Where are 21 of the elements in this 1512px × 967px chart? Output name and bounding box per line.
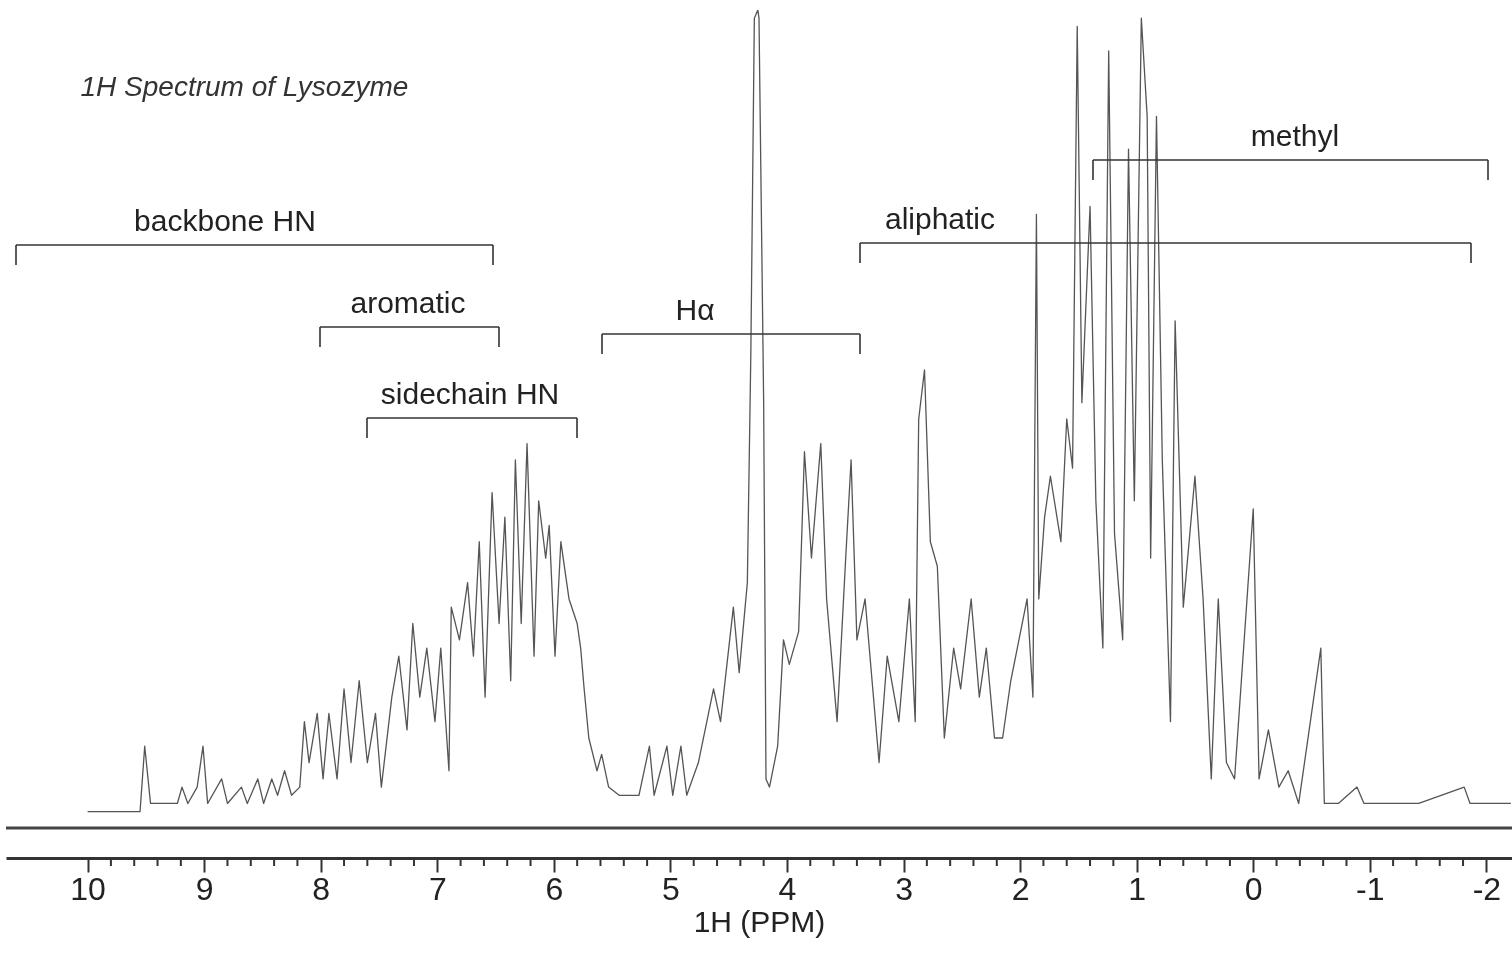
x-tick-label: 5 — [662, 870, 680, 907]
x-axis-title: 1H (PPM) — [693, 904, 826, 938]
annotation: aromatic — [350, 286, 466, 319]
x-tick-label: 7 — [428, 870, 447, 907]
annotation: Hα — [675, 293, 715, 326]
x-tick-label: 0 — [1244, 870, 1263, 907]
x-tick-label: -1 — [1356, 870, 1385, 907]
annotation: backbone HN — [134, 204, 316, 237]
x-tick-label: 9 — [195, 870, 214, 907]
annotation: methyl — [1250, 119, 1340, 152]
x-tick-label: 6 — [545, 870, 564, 907]
x-tick-label: 4 — [778, 870, 797, 907]
text: 1H Spectrum of Lysozyme — [80, 71, 409, 102]
annotation: sidechain HN — [380, 377, 560, 410]
x-tick-label: 10 — [70, 870, 106, 907]
x-tick-label: 8 — [312, 870, 331, 907]
x-tick-label: 1 — [1128, 870, 1147, 907]
x-tick-label: 2 — [1011, 870, 1030, 907]
x-tick-label: 3 — [895, 870, 913, 907]
x-tick-label: -2 — [1472, 870, 1502, 907]
annotation: aliphatic — [884, 202, 996, 235]
